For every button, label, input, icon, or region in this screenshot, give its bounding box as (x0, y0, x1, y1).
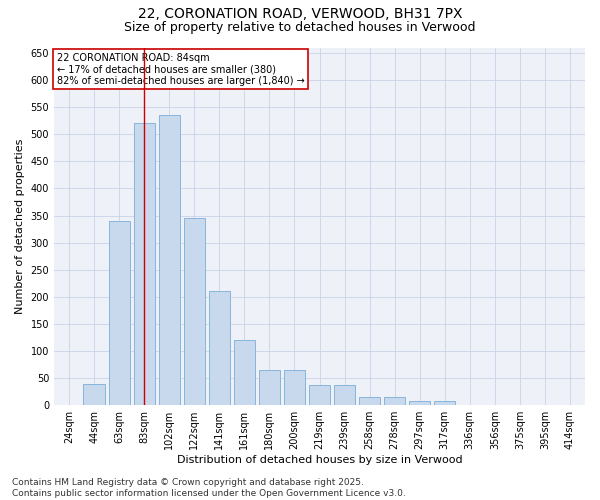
Bar (409, 401, 430, 405)
X-axis label: Distribution of detached houses by size in Verwood: Distribution of detached houses by size … (177, 455, 463, 465)
Text: 22 CORONATION ROAD: 84sqm
← 17% of detached houses are smaller (380)
82% of semi: 22 CORONATION ROAD: 84sqm ← 17% of detac… (56, 53, 304, 86)
Bar (359, 397, 380, 405)
Bar (158, 115, 180, 405)
Text: Contains HM Land Registry data © Crown copyright and database right 2025.
Contai: Contains HM Land Registry data © Crown c… (12, 478, 406, 498)
Bar (109, 221, 130, 405)
Text: Size of property relative to detached houses in Verwood: Size of property relative to detached ho… (124, 21, 476, 34)
Bar (83, 384, 105, 405)
Bar (234, 340, 255, 405)
Bar (259, 370, 280, 405)
Bar (184, 218, 205, 405)
Y-axis label: Number of detached properties: Number of detached properties (15, 138, 25, 314)
Text: 22, CORONATION ROAD, VERWOOD, BH31 7PX: 22, CORONATION ROAD, VERWOOD, BH31 7PX (138, 8, 462, 22)
Bar (209, 292, 230, 405)
Bar (434, 401, 455, 405)
Bar (134, 124, 155, 405)
Bar (284, 370, 305, 405)
Bar (309, 385, 330, 405)
Bar (334, 385, 355, 405)
Bar (384, 397, 406, 405)
